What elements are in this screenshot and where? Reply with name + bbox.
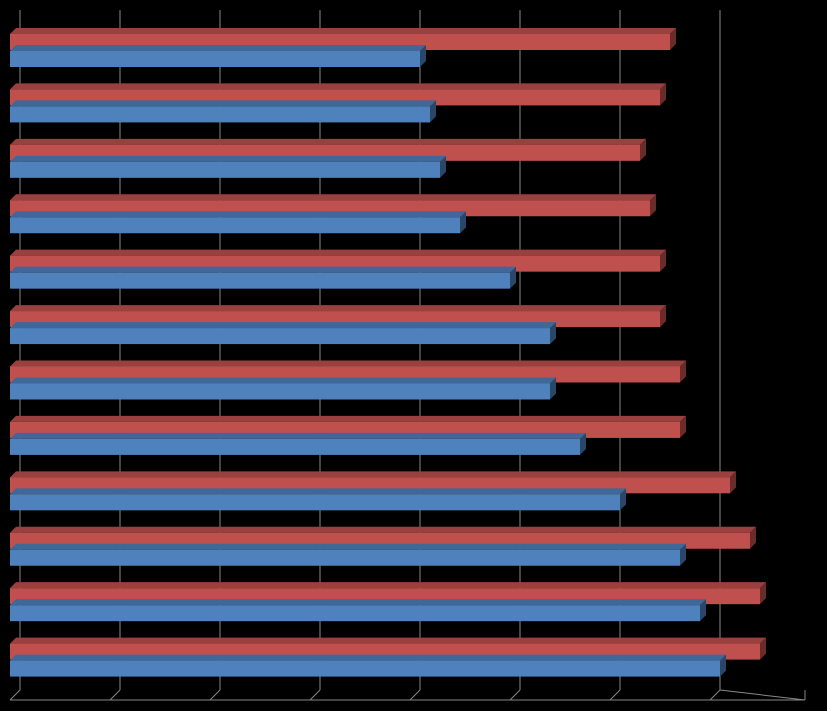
bar-side — [750, 526, 756, 549]
bar — [10, 106, 430, 123]
bar-side — [550, 322, 556, 345]
bar-side — [720, 654, 726, 677]
bar-side — [660, 83, 666, 106]
bar-side — [660, 249, 666, 272]
bar-top — [10, 322, 556, 329]
bar-side — [760, 637, 766, 660]
wall-edge — [9, 10, 21, 701]
bar-top — [10, 211, 466, 218]
bar — [10, 605, 700, 622]
tick-mark — [309, 689, 321, 701]
bar — [10, 328, 550, 345]
bar-top — [10, 155, 446, 162]
tick-mark — [609, 689, 621, 701]
tick-mark — [109, 689, 121, 701]
bar — [10, 438, 580, 455]
bar-top — [10, 637, 766, 644]
floor-edge — [719, 689, 806, 701]
bar-side — [460, 211, 466, 234]
bar-top — [10, 305, 666, 312]
bar-top — [10, 45, 426, 51]
bar — [10, 272, 510, 289]
bar-side — [670, 28, 676, 50]
bar-top — [10, 377, 556, 384]
tick-mark — [509, 689, 521, 701]
bar-side — [640, 138, 646, 161]
bar-side — [680, 543, 686, 566]
bar-top — [10, 360, 686, 367]
bar-top — [10, 471, 736, 478]
bar-top — [10, 415, 686, 422]
bar-top — [10, 654, 726, 661]
bar — [10, 161, 440, 178]
bar — [10, 51, 420, 67]
bar-side — [440, 155, 446, 178]
bar-top — [10, 100, 436, 107]
bar-side — [620, 488, 626, 511]
bar-side — [650, 194, 656, 217]
bar-top — [10, 28, 676, 34]
bar-top — [10, 194, 656, 201]
bar-top — [10, 582, 766, 589]
bar-side — [730, 471, 736, 494]
bar-top — [10, 543, 686, 550]
bar-side — [680, 415, 686, 438]
bar-side — [420, 45, 426, 67]
bar-side — [680, 360, 686, 383]
bar-side — [760, 582, 766, 605]
bar-top — [10, 599, 706, 606]
bar-side — [700, 599, 706, 622]
bar-top — [10, 138, 646, 145]
bar-side — [660, 305, 666, 328]
tick-mark — [709, 689, 721, 701]
bar — [10, 217, 460, 234]
bar-top — [10, 526, 756, 533]
bar — [10, 549, 680, 566]
tick-mark — [209, 689, 221, 701]
bar-top — [10, 249, 666, 256]
bar-side — [510, 266, 516, 289]
bar-side — [580, 432, 586, 455]
bar-side — [550, 377, 556, 400]
bar-top — [10, 83, 666, 90]
bar-top — [10, 266, 516, 273]
bar — [10, 383, 550, 400]
bar-top — [10, 432, 586, 439]
bar — [10, 660, 720, 677]
tick-mark — [409, 689, 421, 701]
bar-top — [10, 488, 626, 495]
bar-side — [430, 100, 436, 123]
bar — [10, 494, 620, 511]
